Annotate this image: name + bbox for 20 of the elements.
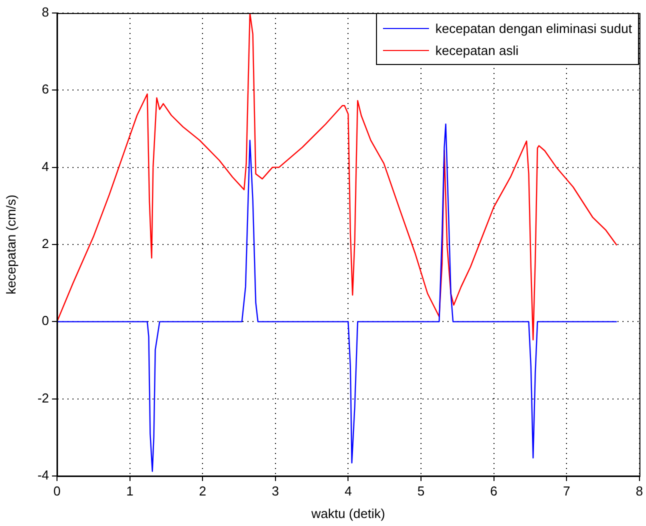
y-tick-label: -4: [37, 468, 49, 483]
x-tick-label: 5: [417, 483, 425, 498]
y-tick-label: -2: [37, 390, 49, 406]
x-tick-label: 1: [126, 483, 134, 498]
legend-label: kecepatan dengan eliminasi sudut: [435, 20, 632, 36]
y-tick-label: 0: [42, 313, 49, 328]
y-tick-label: 6: [42, 82, 49, 97]
x-tick-label: 7: [562, 483, 570, 498]
y-tick-label: 2: [42, 236, 49, 252]
x-tick-label: 8: [636, 483, 643, 498]
x-axis-title: waktu (detik): [310, 506, 386, 521]
y-tick-label: 4: [42, 158, 49, 174]
x-tick-label: 3: [272, 483, 280, 498]
x-tick-label: 0: [53, 483, 61, 498]
y-axis-title: kecepatan (cm/s): [3, 194, 18, 294]
x-tick-label: 6: [490, 483, 498, 498]
x-tick-label: 2: [198, 483, 206, 498]
x-tick-label: 4: [344, 483, 352, 498]
y-tick-label: 8: [42, 4, 49, 20]
legend-label: kecepatan asli: [435, 42, 518, 58]
